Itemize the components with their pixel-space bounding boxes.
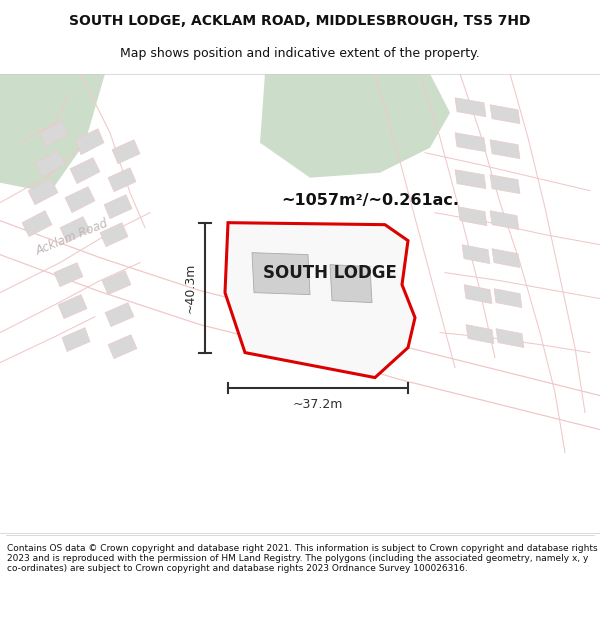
Polygon shape <box>225 222 415 378</box>
Text: SOUTH LODGE, ACKLAM ROAD, MIDDLESBROUGH, TS5 7HD: SOUTH LODGE, ACKLAM ROAD, MIDDLESBROUGH,… <box>69 14 531 28</box>
Polygon shape <box>35 151 65 177</box>
Polygon shape <box>65 187 95 213</box>
Polygon shape <box>105 302 134 327</box>
Polygon shape <box>466 324 494 344</box>
Text: ~37.2m: ~37.2m <box>293 398 343 411</box>
Text: Acklam Road: Acklam Road <box>34 217 110 258</box>
Polygon shape <box>252 253 310 294</box>
Polygon shape <box>462 244 490 264</box>
Polygon shape <box>0 74 105 192</box>
Polygon shape <box>58 294 87 319</box>
Polygon shape <box>490 211 519 229</box>
Text: Map shows position and indicative extent of the property.: Map shows position and indicative extent… <box>120 47 480 59</box>
Text: ~1057m²/~0.261ac.: ~1057m²/~0.261ac. <box>281 192 459 208</box>
Polygon shape <box>62 328 90 352</box>
Text: Contains OS data © Crown copyright and database right 2021. This information is : Contains OS data © Crown copyright and d… <box>7 544 598 573</box>
Polygon shape <box>22 211 52 237</box>
Polygon shape <box>108 168 136 192</box>
Polygon shape <box>494 289 522 308</box>
Polygon shape <box>54 262 83 287</box>
Polygon shape <box>464 284 492 304</box>
Polygon shape <box>455 98 486 117</box>
Polygon shape <box>100 222 128 247</box>
Polygon shape <box>330 264 372 302</box>
Polygon shape <box>490 140 520 159</box>
Polygon shape <box>490 105 520 124</box>
Polygon shape <box>458 207 487 226</box>
Polygon shape <box>104 194 132 219</box>
Text: SOUTH LODGE: SOUTH LODGE <box>263 264 397 282</box>
Text: ~40.3m: ~40.3m <box>184 262 197 313</box>
Polygon shape <box>108 334 137 359</box>
Polygon shape <box>40 121 68 147</box>
Polygon shape <box>492 249 520 268</box>
Polygon shape <box>490 175 520 194</box>
Polygon shape <box>260 74 450 178</box>
Polygon shape <box>28 179 58 204</box>
Polygon shape <box>496 329 524 348</box>
Polygon shape <box>0 221 600 429</box>
Polygon shape <box>102 271 131 294</box>
Polygon shape <box>112 140 140 164</box>
Polygon shape <box>455 170 486 189</box>
Polygon shape <box>70 158 100 184</box>
Polygon shape <box>60 217 90 242</box>
Polygon shape <box>455 132 486 152</box>
Text: Acklam Road: Acklam Road <box>280 314 356 355</box>
Polygon shape <box>75 129 104 155</box>
